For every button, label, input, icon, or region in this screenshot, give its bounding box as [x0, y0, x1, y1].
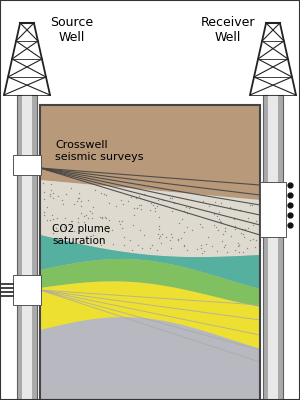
Polygon shape	[40, 281, 260, 348]
Text: Crosswell
seismic surveys: Crosswell seismic surveys	[55, 140, 143, 162]
Bar	[268, 95, 278, 400]
Bar	[260, 182, 286, 237]
Text: Receiver
Well: Receiver Well	[201, 16, 255, 44]
Text: CO2 plume
saturation: CO2 plume saturation	[52, 224, 110, 246]
Bar	[17, 95, 37, 400]
Polygon shape	[40, 105, 260, 200]
Bar	[263, 95, 283, 400]
Bar	[13, 275, 41, 305]
Polygon shape	[40, 259, 260, 307]
Text: Source
Well: Source Well	[50, 16, 94, 44]
Bar	[40, 105, 260, 400]
Bar	[22, 95, 32, 400]
Polygon shape	[40, 180, 260, 257]
Polygon shape	[40, 235, 260, 289]
Bar	[40, 105, 260, 400]
Bar	[13, 155, 41, 175]
